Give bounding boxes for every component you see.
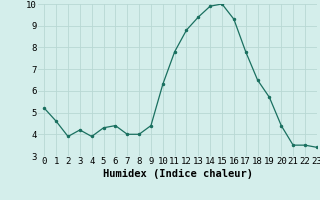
- X-axis label: Humidex (Indice chaleur): Humidex (Indice chaleur): [103, 169, 252, 179]
